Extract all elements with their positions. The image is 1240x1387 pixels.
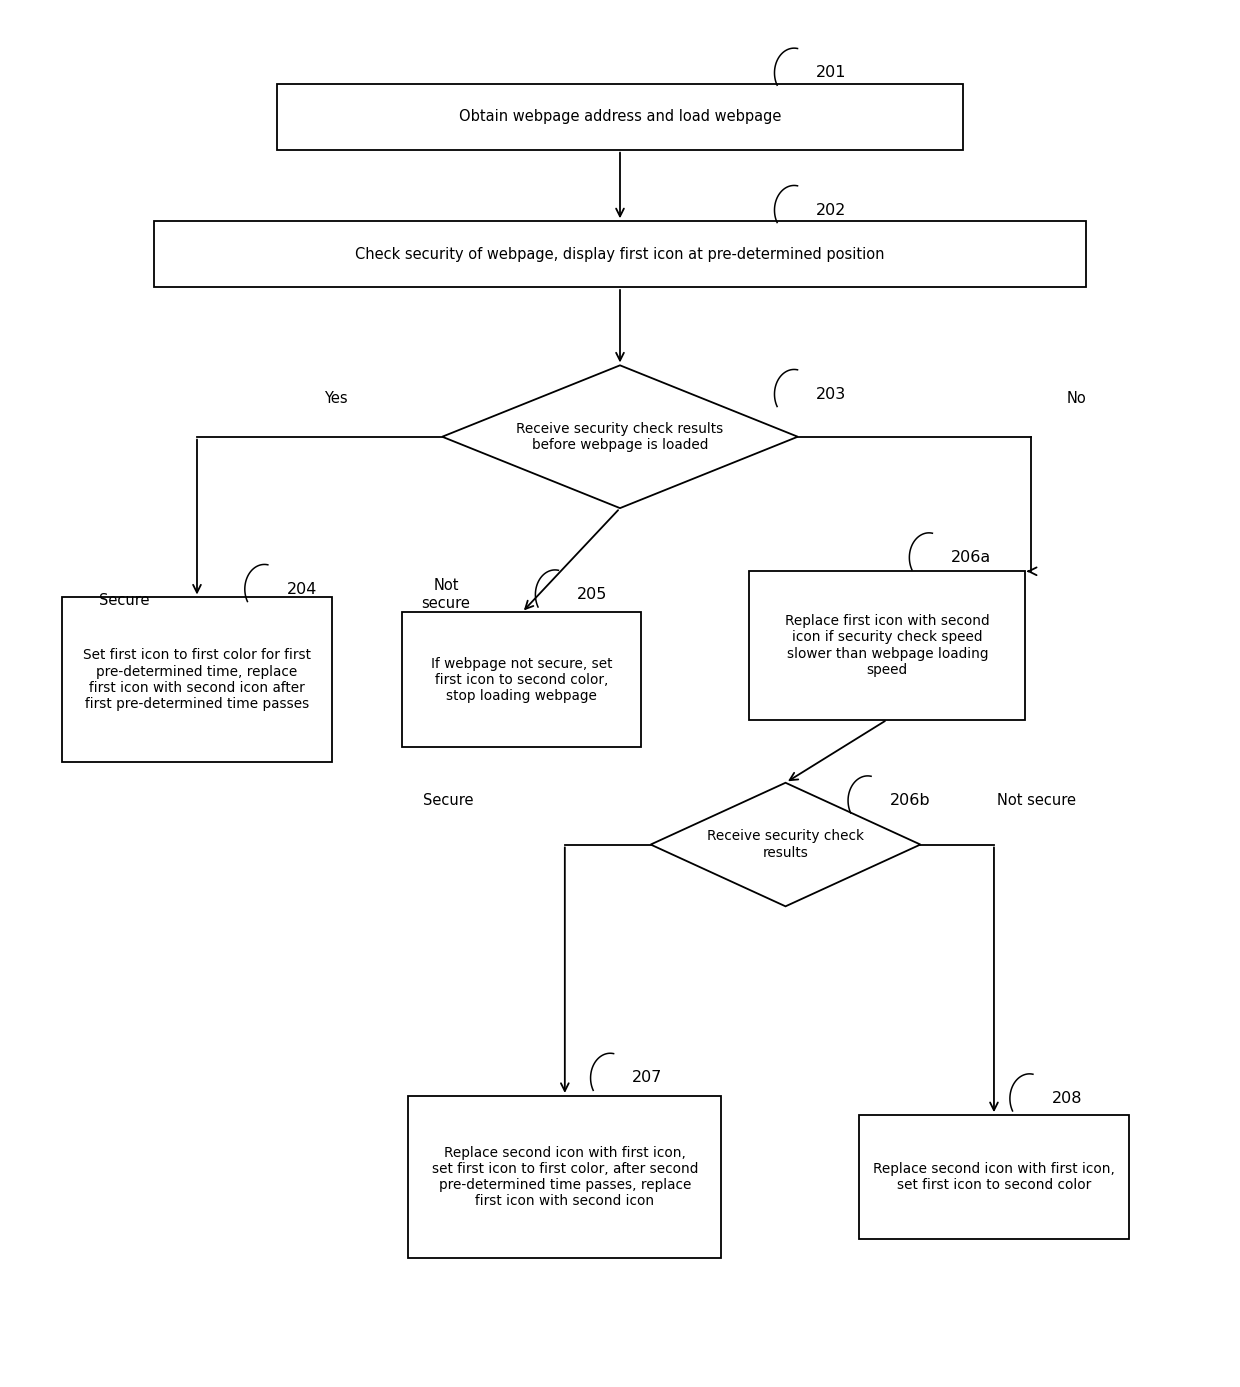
Text: Obtain webpage address and load webpage: Obtain webpage address and load webpage [459, 110, 781, 125]
Text: 205: 205 [577, 587, 608, 602]
Polygon shape [651, 782, 920, 906]
FancyBboxPatch shape [859, 1115, 1128, 1239]
FancyBboxPatch shape [402, 613, 641, 748]
Text: Not secure: Not secure [997, 793, 1076, 809]
Text: Replace second icon with first icon,
set first icon to second color: Replace second icon with first icon, set… [873, 1162, 1115, 1191]
Text: 203: 203 [816, 387, 847, 402]
Text: No: No [1066, 391, 1086, 406]
Text: Secure: Secure [423, 793, 474, 809]
Text: If webpage not secure, set
first icon to second color,
stop loading webpage: If webpage not secure, set first icon to… [432, 656, 613, 703]
Text: Receive security check results
before webpage is loaded: Receive security check results before we… [516, 422, 724, 452]
FancyBboxPatch shape [408, 1096, 722, 1258]
Text: Secure: Secure [99, 592, 150, 608]
Text: 207: 207 [632, 1071, 662, 1086]
Text: Not
secure: Not secure [422, 578, 470, 610]
Text: Set first icon to first color for first
pre-determined time, replace
first icon : Set first icon to first color for first … [83, 649, 311, 712]
Text: 202: 202 [816, 203, 847, 218]
Text: 201: 201 [816, 65, 847, 80]
Polygon shape [443, 365, 797, 508]
Text: Check security of webpage, display first icon at pre-determined position: Check security of webpage, display first… [355, 247, 885, 262]
Text: 204: 204 [286, 581, 317, 596]
Text: Replace first icon with second
icon if security check speed
slower than webpage : Replace first icon with second icon if s… [785, 614, 990, 677]
Text: Replace second icon with first icon,
set first icon to first color, after second: Replace second icon with first icon, set… [432, 1146, 698, 1208]
Text: Yes: Yes [324, 391, 347, 406]
FancyBboxPatch shape [154, 221, 1086, 287]
FancyBboxPatch shape [277, 83, 963, 150]
Text: 208: 208 [1052, 1092, 1083, 1105]
Text: 206a: 206a [951, 551, 991, 565]
Text: 206b: 206b [890, 793, 930, 809]
FancyBboxPatch shape [62, 598, 332, 761]
FancyBboxPatch shape [749, 571, 1025, 720]
Text: Receive security check
results: Receive security check results [707, 829, 864, 860]
